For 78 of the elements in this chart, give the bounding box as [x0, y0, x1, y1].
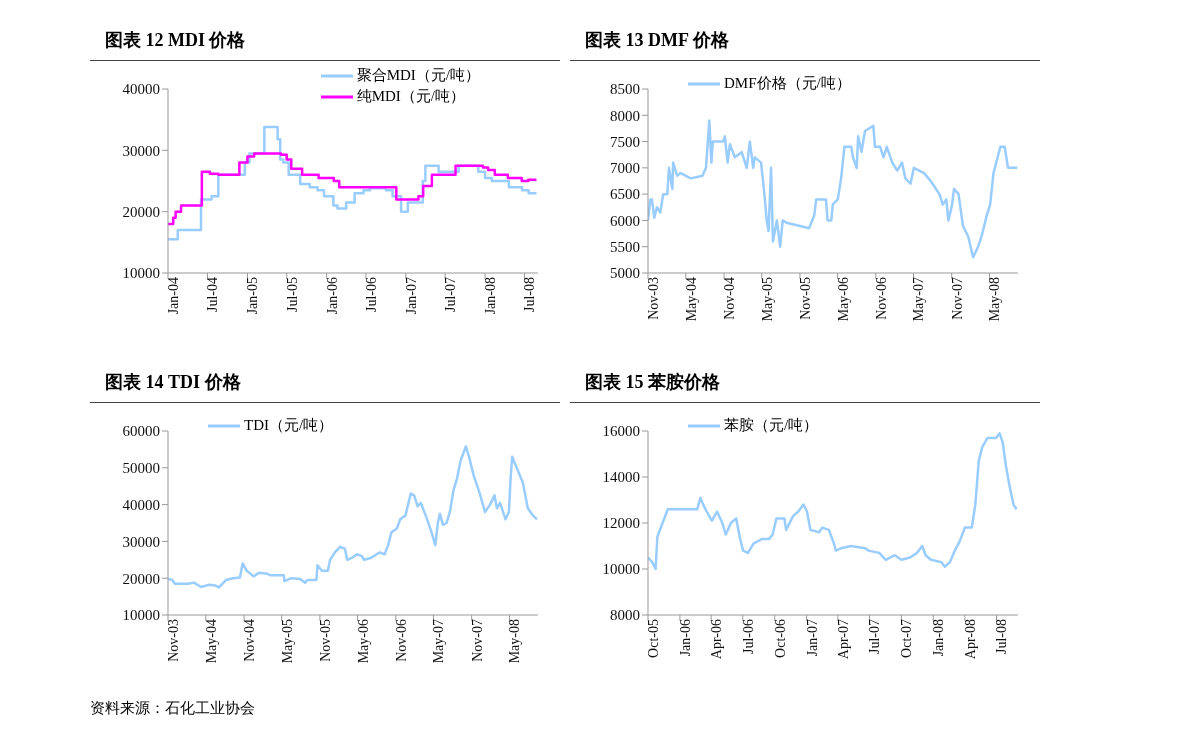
y-tick-label: 16000 — [602, 423, 640, 440]
x-tick-label: Oct-06 — [772, 619, 788, 658]
text: 资料来源：石化工业协会 — [90, 699, 256, 718]
legend-label: 苯胺（元/吨） — [724, 416, 819, 435]
x-tick-label: Jul-08 — [522, 277, 538, 312]
legend-label: DMF价格（元/吨） — [724, 74, 851, 93]
line-series — [168, 445, 538, 589]
y-tick-label: 8500 — [610, 81, 640, 98]
x-tick-label: Nov-04 — [242, 619, 258, 662]
x-tick-label: Nov-05 — [317, 619, 333, 662]
y-tick-label: 5000 — [610, 265, 640, 282]
x-tick-label: May-07 — [911, 277, 927, 322]
x-tick-label: Nov-03 — [645, 277, 661, 320]
y-tick-label: 30000 — [122, 533, 160, 550]
x-tick-label: Jul-06 — [363, 277, 379, 312]
x-tick-label: Nov-07 — [949, 277, 965, 320]
legend-label: TDI（元/吨） — [244, 416, 334, 435]
x-tick-label: May-08 — [987, 277, 1003, 322]
x-tick-label: May-05 — [759, 277, 775, 322]
x-tick-label: May-06 — [835, 277, 851, 322]
x-tick-label: Jan-05 — [245, 277, 261, 315]
x-tick-label: May-07 — [431, 619, 447, 664]
y-tick-label: 12000 — [602, 515, 640, 532]
y-tick-label: 40000 — [122, 496, 160, 513]
line-series — [648, 119, 1018, 259]
x-tick-label: Jul-07 — [443, 277, 459, 312]
x-tick-label: Jan-06 — [677, 619, 693, 657]
x-tick-label: Apr-08 — [962, 619, 978, 660]
y-tick-label: 20000 — [122, 570, 160, 587]
y-tick-label: 5500 — [610, 239, 640, 256]
y-tick-label: 14000 — [602, 469, 640, 486]
legend-label: 聚合MDI（元/吨） — [356, 66, 480, 85]
x-tick-label: Nov-07 — [469, 619, 485, 662]
x-tick-label: Nov-05 — [797, 277, 813, 320]
x-tick-label: May-04 — [683, 277, 699, 322]
x-tick-label: May-06 — [355, 619, 371, 664]
y-tick-label: 10000 — [122, 607, 160, 624]
y-tick-label: 60000 — [122, 423, 160, 440]
y-tick-label: 30000 — [122, 142, 160, 159]
x-tick-label: Oct-05 — [645, 619, 661, 658]
x-tick-label: Oct-07 — [899, 619, 915, 658]
x-tick-label: Jul-04 — [205, 277, 221, 312]
x-tick-label: Jul-06 — [740, 619, 756, 654]
y-tick-label: 10000 — [122, 265, 160, 282]
x-tick-label: Jul-08 — [994, 619, 1010, 654]
y-tick-label: 8000 — [610, 607, 640, 624]
x-tick-label: Jul-05 — [284, 277, 300, 312]
y-tick-label: 40000 — [122, 81, 160, 98]
x-tick-label: Apr-07 — [835, 619, 851, 660]
chart-title: 图表 14 TDI 价格 — [90, 370, 560, 403]
x-tick-label: Nov-06 — [393, 619, 409, 662]
y-tick-label: 50000 — [122, 460, 160, 477]
y-tick-label: 7500 — [610, 133, 640, 150]
x-tick-label: May-05 — [279, 619, 295, 664]
x-tick-label: Nov-03 — [165, 619, 181, 662]
y-tick-label: 6500 — [610, 186, 640, 203]
y-tick-label: 6000 — [610, 212, 640, 229]
x-tick-label: Apr-06 — [709, 619, 725, 660]
x-tick-label: Nov-04 — [722, 277, 738, 320]
y-tick-label: 20000 — [122, 203, 160, 220]
chart-title: 图表 12 MDI 价格 — [90, 28, 560, 61]
y-tick-label: 8000 — [610, 107, 640, 124]
chart-title: 图表 13 DMF 价格 — [570, 28, 1040, 61]
x-tick-label: Jan-07 — [403, 277, 419, 315]
chart-title: 图表 15 苯胺价格 — [570, 370, 1040, 403]
line-series — [648, 432, 1018, 571]
x-tick-label: Jan-04 — [165, 277, 181, 315]
x-tick-label: Jan-08 — [931, 619, 947, 657]
x-tick-label: Jan-06 — [324, 277, 340, 315]
x-tick-label: Jul-07 — [867, 619, 883, 654]
x-tick-label: May-08 — [507, 619, 523, 664]
x-tick-label: Jan-07 — [804, 619, 820, 657]
y-tick-label: 7000 — [610, 160, 640, 177]
x-tick-label: Jan-08 — [482, 277, 498, 315]
x-tick-label: Nov-06 — [873, 277, 889, 320]
legend-label: 纯MDI（元/吨） — [356, 87, 465, 106]
x-tick-label: May-04 — [203, 619, 219, 664]
y-tick-label: 10000 — [602, 561, 640, 578]
